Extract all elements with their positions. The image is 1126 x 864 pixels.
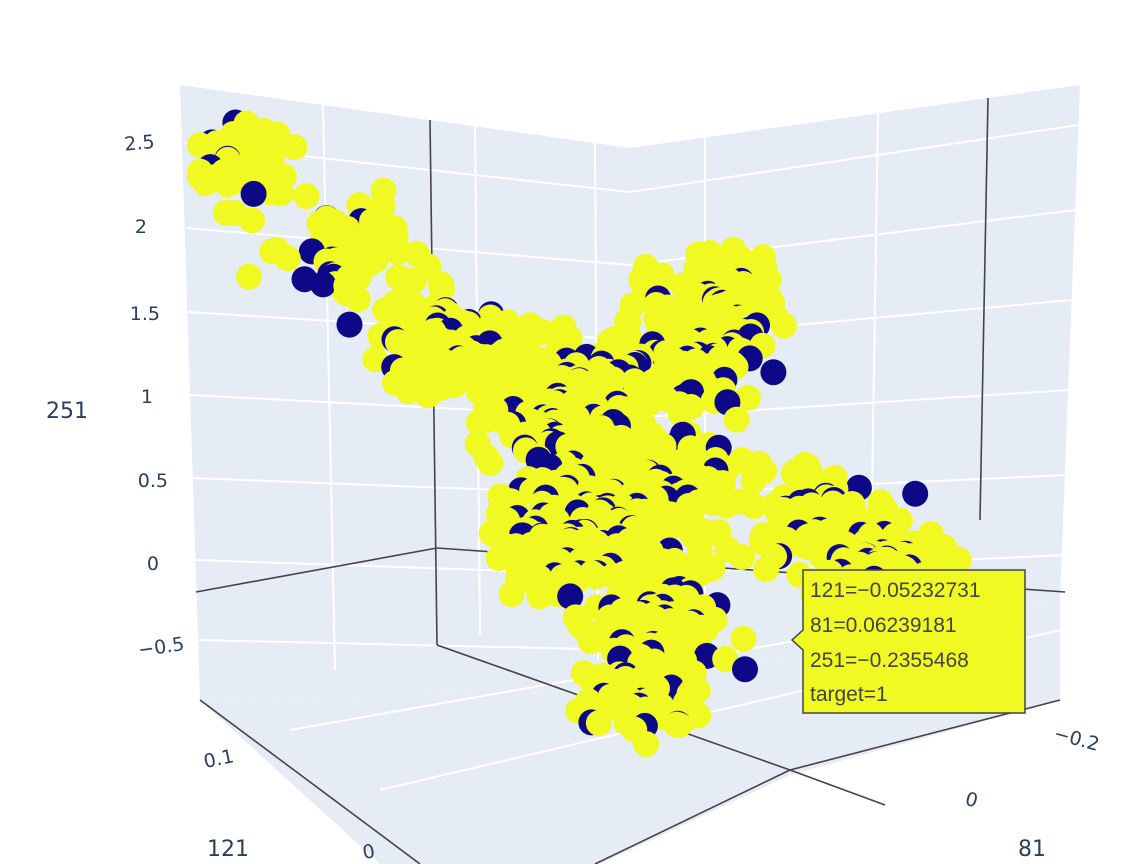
point-target-1[interactable] <box>192 170 219 197</box>
point-target-1[interactable] <box>428 276 455 302</box>
hover-line: 81=0.06239181 <box>810 614 957 637</box>
z-tick-label: 0.5 <box>138 470 168 492</box>
z-tick-label: 1.5 <box>130 303 160 325</box>
hover-tooltip-box <box>790 569 1026 714</box>
point-target-1[interactable] <box>713 492 740 519</box>
z-axis-title: 251 <box>46 399 88 424</box>
point-target-1[interactable] <box>585 710 612 737</box>
point-target-1[interactable] <box>740 467 767 494</box>
point-target-1[interactable] <box>187 132 213 159</box>
point-target-0[interactable] <box>557 583 584 610</box>
z-tick-label: −0.5 <box>137 633 186 661</box>
hover-line: 121=−0.05232731 <box>810 579 981 602</box>
y-axis-title: 81 <box>1018 837 1046 862</box>
point-target-1[interactable] <box>281 134 308 161</box>
point-target-1[interactable] <box>753 556 780 583</box>
y-tick-label: −0.2 <box>1051 723 1101 756</box>
point-target-1[interactable] <box>466 409 492 436</box>
z-tick-label: 0 <box>147 553 159 575</box>
point-target-1[interactable] <box>274 245 301 272</box>
point-target-1[interactable] <box>414 382 441 409</box>
point-target-1[interactable] <box>344 286 371 313</box>
point-target-1[interactable] <box>730 625 757 652</box>
back-wall-right <box>630 85 1080 690</box>
point-target-1[interactable] <box>577 665 603 692</box>
point-target-1[interactable] <box>735 384 761 411</box>
point-target-0[interactable] <box>902 480 929 507</box>
point-target-1[interactable] <box>514 332 541 359</box>
z-tick-label: 2 <box>135 216 147 238</box>
point-target-1[interactable] <box>526 583 553 610</box>
hover-tooltip: 121=−0.05232731 81=0.06239181 251=−0.235… <box>790 569 1026 714</box>
point-target-1[interactable] <box>771 312 797 339</box>
point-target-0[interactable] <box>760 359 787 386</box>
point-target-1[interactable] <box>698 520 725 547</box>
x-tick-label: 0.1 <box>202 745 236 773</box>
x-tick-label: 0 <box>361 840 377 864</box>
point-target-1[interactable] <box>729 544 755 570</box>
point-target-0[interactable] <box>336 311 363 338</box>
z-tick-label: 2.5 <box>123 131 155 156</box>
z-ticks: 2.5 2 1.5 1 0.5 0 −0.5 <box>123 131 185 661</box>
x-axis-title: 121 <box>207 837 249 862</box>
z-tick-label: 1 <box>141 386 153 408</box>
data-points[interactable] <box>187 109 972 758</box>
point-target-1[interactable] <box>384 238 411 265</box>
point-target-1[interactable] <box>395 378 422 405</box>
point-target-1[interactable] <box>667 400 694 427</box>
point-target-1[interactable] <box>498 581 525 607</box>
point-target-0[interactable] <box>732 656 758 683</box>
point-target-1[interactable] <box>293 183 320 210</box>
hover-line: 251=−0.2355468 <box>810 649 969 672</box>
point-target-1[interactable] <box>740 493 767 520</box>
y-tick-label: 0 <box>963 788 980 812</box>
point-target-0[interactable] <box>240 180 267 207</box>
point-target-1[interactable] <box>666 712 692 739</box>
point-target-1[interactable] <box>268 180 294 207</box>
point-target-1[interactable] <box>236 263 262 290</box>
point-target-1[interactable] <box>577 628 604 655</box>
point-target-1[interactable] <box>239 207 266 234</box>
point-target-1[interactable] <box>723 406 750 433</box>
point-target-1[interactable] <box>214 171 241 198</box>
hover-line: target=1 <box>810 683 888 706</box>
point-target-1[interactable] <box>633 731 660 758</box>
point-target-0[interactable] <box>310 271 337 298</box>
point-target-1[interactable] <box>712 646 739 672</box>
point-target-1[interactable] <box>477 450 504 476</box>
